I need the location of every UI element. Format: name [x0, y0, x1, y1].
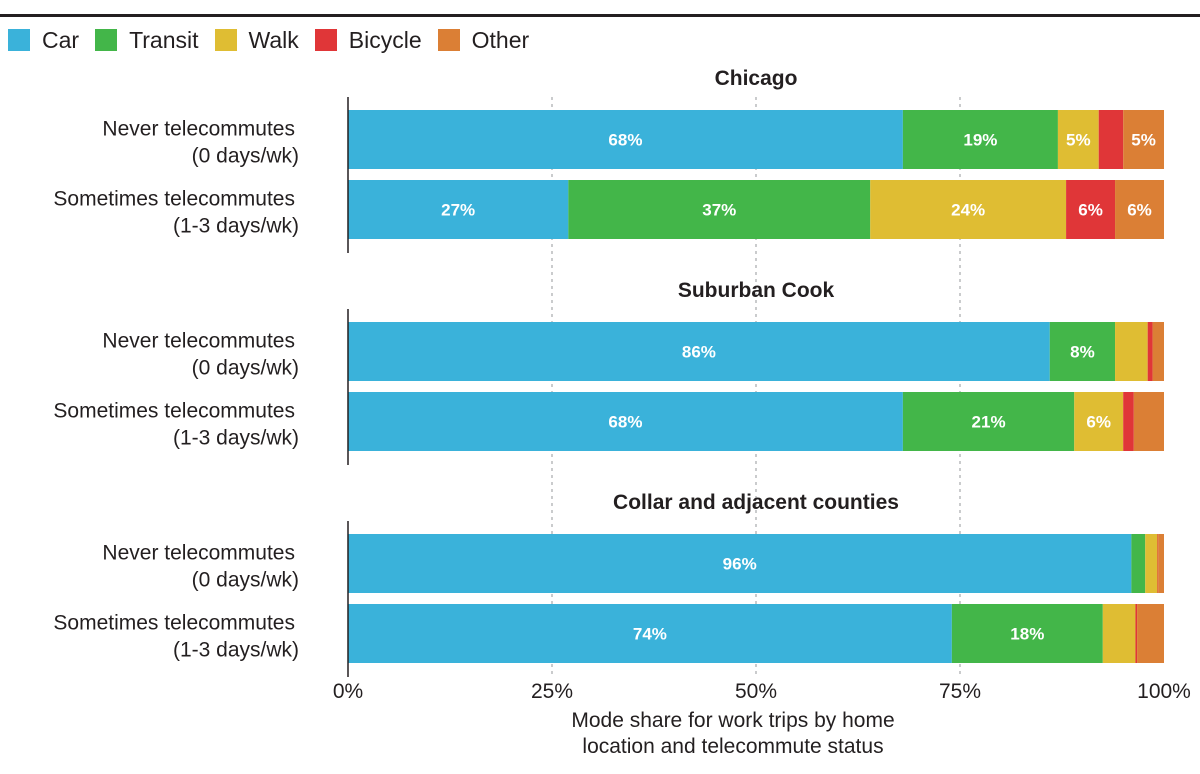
bar-2-0-car: [348, 534, 1132, 593]
x-tick-label-2: 50%: [735, 680, 777, 703]
bar-label-2-0-car: 96%: [723, 555, 757, 574]
row-label-0-1-line1: Sometimes telecommutes: [53, 188, 295, 211]
row-label-0-0-line2: (0 days/wk): [192, 145, 299, 168]
top-rule: [0, 14, 1200, 17]
row-label-1-1-line2: (1-3 days/wk): [173, 427, 299, 450]
bar-2-1-walk: [1102, 604, 1136, 663]
bar-label-0-1-car: 27%: [441, 201, 475, 220]
bar-0-1-other: [1115, 180, 1164, 239]
bar-label-0-0-transit: 19%: [963, 131, 997, 150]
legend: Car Transit Walk Bicycle Other: [8, 26, 545, 54]
legend-swatch-other: [437, 29, 460, 51]
bar-0-1-car: [348, 180, 569, 239]
bar-2-0-bicycle: [1157, 534, 1159, 593]
bar-label-1-1-walk: 6%: [1086, 413, 1111, 432]
bar-0-0-car: [348, 110, 903, 169]
bar-1-0-bicycle: [1147, 322, 1153, 381]
bar-label-1-1-car: 68%: [608, 413, 642, 432]
bar-0-1-transit: [568, 180, 871, 239]
bar-1-1-other: [1133, 392, 1164, 451]
row-label-1-0-line1: Never telecommutes: [102, 330, 295, 353]
panel-title-2: Collar and adjacent counties: [613, 491, 899, 514]
bar-2-0-other: [1158, 534, 1164, 593]
row-label-0-1-line2: (1-3 days/wk): [173, 215, 299, 238]
legend-swatch-walk: [214, 29, 237, 51]
bar-label-1-0-car: 86%: [682, 343, 716, 362]
bar-2-0-walk: [1145, 534, 1158, 593]
legend-swatch-transit: [95, 29, 118, 51]
bar-label-2-1-transit: 18%: [1010, 625, 1044, 644]
bar-2-1-car: [348, 604, 952, 663]
bar-2-0-transit: [1131, 534, 1146, 593]
bar-1-1-bicycle: [1123, 392, 1134, 451]
x-tick-label-0: 0%: [333, 680, 363, 703]
legend-swatch-car: [8, 29, 30, 51]
bar-label-1-0-transit: 8%: [1070, 343, 1095, 362]
bar-0-1-bicycle: [1066, 180, 1116, 239]
legend-item-transit: Transit: [95, 26, 199, 54]
x-tick-label-1: 25%: [531, 680, 573, 703]
bar-1-1-walk: [1074, 392, 1124, 451]
bar-0-0-other: [1123, 110, 1164, 169]
x-tick-label-4: 100%: [1137, 680, 1191, 703]
bar-label-0-1-other: 6%: [1127, 201, 1152, 220]
x-axis-title-line2: location and telecommute status: [582, 735, 883, 758]
legend-item-walk: Walk: [214, 26, 299, 54]
bar-label-0-0-walk: 5%: [1066, 131, 1091, 150]
legend-item-car: Car: [8, 26, 79, 54]
bar-label-0-0-other: 5%: [1131, 131, 1156, 150]
legend-label-bicycle: Bicycle: [348, 27, 422, 53]
bar-0-1-walk: [870, 180, 1067, 239]
legend-item-other: Other: [437, 26, 530, 54]
legend-item-bicycle: Bicycle: [314, 26, 422, 54]
row-label-2-0-line2: (0 days/wk): [192, 569, 299, 592]
row-label-0-0-line1: Never telecommutes: [102, 118, 295, 141]
bar-0-0-bicycle: [1098, 110, 1124, 169]
legend-label-walk: Walk: [248, 27, 299, 53]
row-label-2-1-line1: Sometimes telecommutes: [53, 612, 295, 635]
legend-label-transit: Transit: [129, 27, 199, 53]
row-label-1-1-line1: Sometimes telecommutes: [53, 400, 295, 423]
bar-0-0-transit: [902, 110, 1058, 169]
legend-label-car: Car: [42, 27, 80, 53]
bar-label-1-1-transit: 21%: [972, 413, 1006, 432]
legend-swatch-bicycle: [314, 29, 337, 51]
bar-label-0-1-transit: 37%: [702, 201, 736, 220]
bar-1-1-transit: [902, 392, 1075, 451]
row-label-2-1-line2: (1-3 days/wk): [173, 639, 299, 662]
legend-label-other: Other: [471, 27, 530, 53]
row-label-2-0-line1: Never telecommutes: [102, 542, 295, 565]
bar-2-1-bicycle: [1135, 604, 1138, 663]
x-tick-label-3: 75%: [939, 680, 981, 703]
panel-title-1: Suburban Cook: [678, 279, 835, 302]
x-axis-title-line1: Mode share for work trips by home: [571, 709, 894, 732]
bar-1-0-car: [348, 322, 1050, 381]
bar-2-1-transit: [951, 604, 1103, 663]
bar-label-0-0-car: 68%: [608, 131, 642, 150]
bar-2-1-other: [1137, 604, 1164, 663]
bar-label-2-1-car: 74%: [633, 625, 667, 644]
bar-label-0-1-walk: 24%: [951, 201, 985, 220]
bar-label-0-1-bicycle: 6%: [1078, 201, 1103, 220]
panel-title-0: Chicago: [715, 67, 798, 90]
bar-0-0-walk: [1057, 110, 1099, 169]
bar-1-0-walk: [1115, 322, 1148, 381]
row-label-1-0-line2: (0 days/wk): [192, 357, 299, 380]
bar-1-1-car: [348, 392, 903, 451]
bar-1-0-other: [1152, 322, 1164, 381]
bar-1-0-transit: [1049, 322, 1116, 381]
